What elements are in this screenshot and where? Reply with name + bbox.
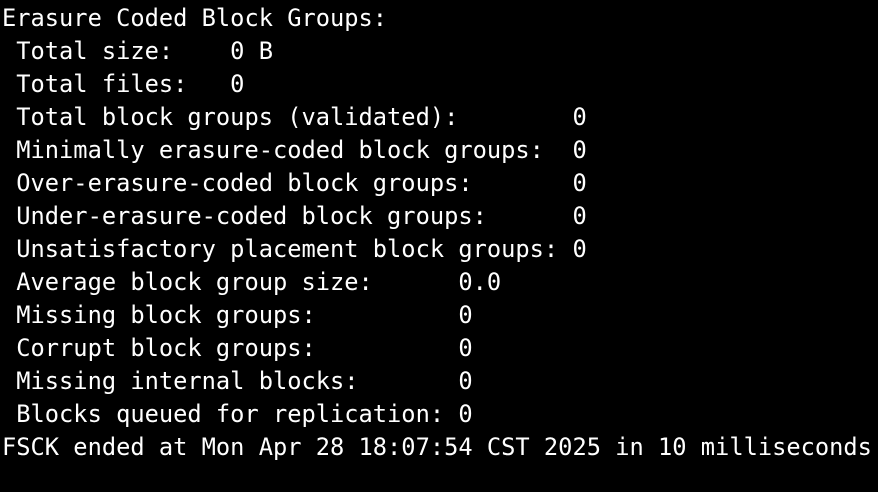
over-ec-line: Over-erasure-coded block groups: 0	[2, 169, 587, 197]
unsatisfactory-placement-line: Unsatisfactory placement block groups: 0	[2, 235, 587, 263]
fsck-ended-line: FSCK ended at Mon Apr 28 18:07:54 CST 20…	[2, 433, 872, 461]
total-files-line: Total files: 0	[2, 70, 245, 98]
corrupt-block-groups-line: Corrupt block groups: 0	[2, 334, 473, 362]
blocks-queued-line: Blocks queued for replication: 0	[2, 400, 473, 428]
total-block-groups-line: Total block groups (validated): 0	[2, 103, 587, 131]
minimally-ec-line: Minimally erasure-coded block groups: 0	[2, 136, 587, 164]
missing-internal-blocks-line: Missing internal blocks: 0	[2, 367, 473, 395]
missing-block-groups-line: Missing block groups: 0	[2, 301, 473, 329]
under-ec-line: Under-erasure-coded block groups: 0	[2, 202, 587, 230]
total-size-line: Total size: 0 B	[2, 37, 273, 65]
section-title-line: Erasure Coded Block Groups:	[2, 4, 388, 32]
average-block-group-size-line: Average block group size: 0.0	[2, 268, 502, 296]
